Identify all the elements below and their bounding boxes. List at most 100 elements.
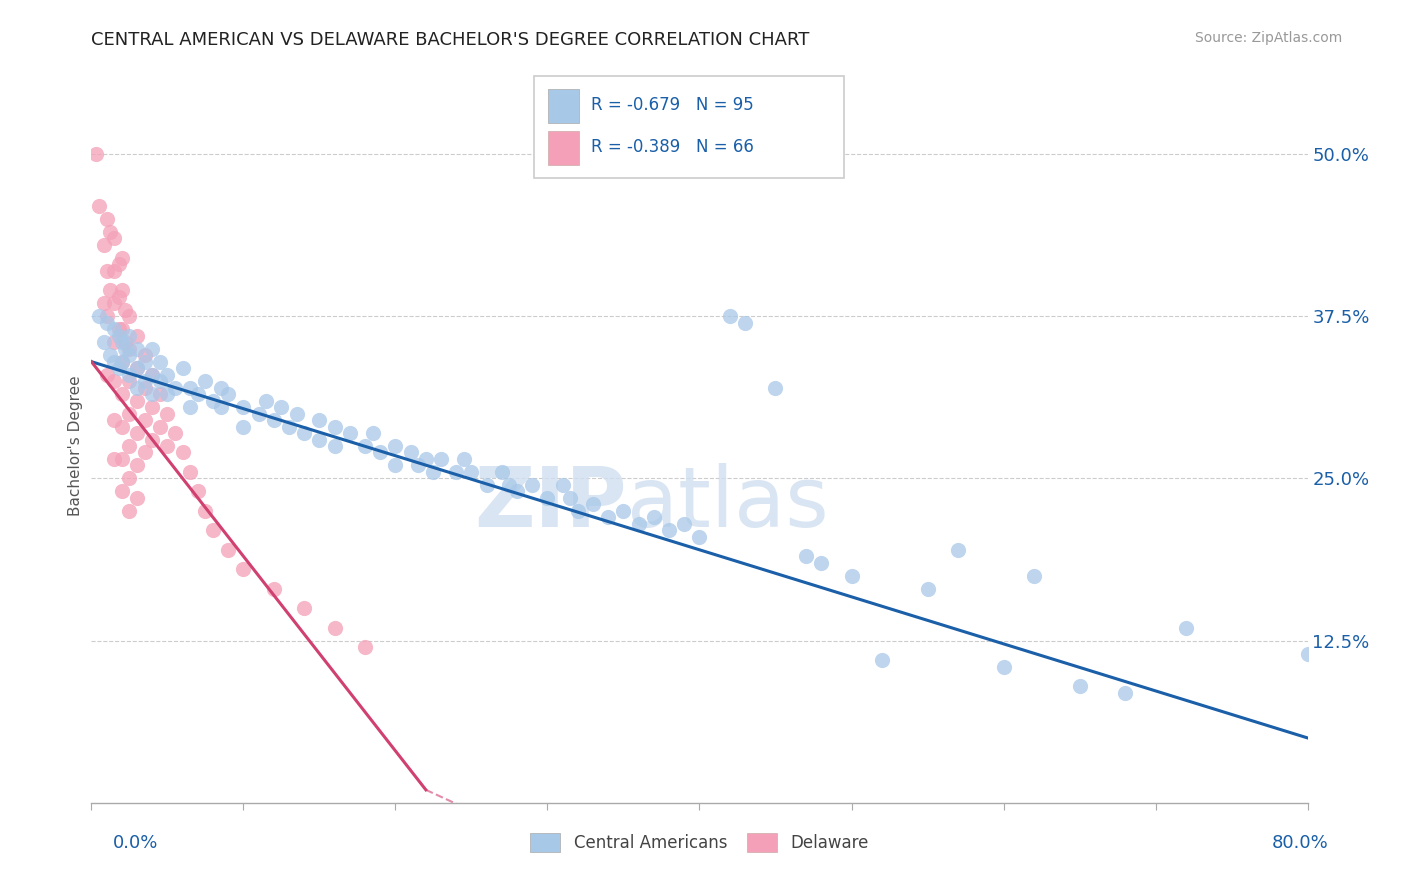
Point bbox=[118, 407, 141, 421]
Point bbox=[141, 368, 163, 382]
Point bbox=[156, 439, 179, 453]
Point bbox=[673, 516, 696, 531]
Point bbox=[111, 354, 134, 368]
Point bbox=[111, 251, 134, 265]
Point bbox=[134, 348, 156, 362]
Point bbox=[384, 439, 406, 453]
Point bbox=[308, 433, 330, 447]
Point bbox=[292, 601, 315, 615]
Point bbox=[107, 361, 129, 376]
Point bbox=[125, 342, 148, 356]
Point bbox=[567, 504, 589, 518]
Point bbox=[96, 211, 118, 226]
Point bbox=[643, 510, 665, 524]
Point bbox=[107, 257, 129, 271]
Point bbox=[93, 335, 115, 350]
Point bbox=[111, 419, 134, 434]
Point bbox=[179, 381, 201, 395]
Point bbox=[612, 504, 634, 518]
Point bbox=[141, 342, 163, 356]
Point bbox=[118, 348, 141, 362]
Point bbox=[111, 484, 134, 499]
Point bbox=[598, 510, 620, 524]
Point bbox=[141, 400, 163, 414]
Point bbox=[202, 524, 225, 538]
Point bbox=[498, 478, 520, 492]
Point bbox=[339, 425, 361, 440]
Point bbox=[217, 542, 239, 557]
Point bbox=[368, 445, 391, 459]
Point bbox=[1114, 685, 1136, 699]
Point bbox=[118, 374, 141, 388]
Point bbox=[406, 458, 429, 473]
Point bbox=[125, 491, 148, 505]
Point bbox=[194, 374, 217, 388]
Point bbox=[118, 504, 141, 518]
Point bbox=[103, 296, 125, 310]
Point bbox=[118, 342, 141, 356]
Point bbox=[125, 425, 148, 440]
Point bbox=[163, 425, 186, 440]
Point bbox=[308, 413, 330, 427]
Point bbox=[172, 445, 194, 459]
Point bbox=[209, 400, 232, 414]
Point bbox=[444, 465, 467, 479]
Y-axis label: Bachelor's Degree: Bachelor's Degree bbox=[67, 376, 83, 516]
Point bbox=[232, 562, 254, 576]
Point bbox=[263, 582, 285, 596]
Point bbox=[278, 419, 301, 434]
Point bbox=[361, 425, 384, 440]
Point bbox=[156, 407, 179, 421]
Point bbox=[658, 524, 681, 538]
Text: ZIP: ZIP bbox=[474, 463, 627, 543]
Point bbox=[560, 491, 582, 505]
Point bbox=[453, 452, 475, 467]
Point bbox=[232, 400, 254, 414]
Text: R = -0.679   N = 95: R = -0.679 N = 95 bbox=[591, 96, 754, 114]
Point bbox=[118, 310, 141, 324]
Point bbox=[125, 361, 148, 376]
Point bbox=[111, 452, 134, 467]
Point bbox=[134, 374, 156, 388]
Text: 80.0%: 80.0% bbox=[1272, 834, 1329, 852]
Text: R = -0.389   N = 66: R = -0.389 N = 66 bbox=[591, 138, 754, 156]
Point bbox=[551, 478, 574, 492]
Point bbox=[103, 231, 125, 245]
Point bbox=[107, 290, 129, 304]
Point bbox=[98, 348, 121, 362]
Point bbox=[93, 238, 115, 252]
Point bbox=[247, 407, 270, 421]
Point bbox=[354, 640, 377, 654]
Point bbox=[98, 283, 121, 297]
Point bbox=[194, 504, 217, 518]
Point bbox=[134, 413, 156, 427]
Point bbox=[125, 381, 148, 395]
Point bbox=[475, 478, 498, 492]
Point bbox=[179, 400, 201, 414]
Point bbox=[96, 264, 118, 278]
Point bbox=[134, 354, 156, 368]
Point bbox=[285, 407, 308, 421]
Point bbox=[149, 354, 172, 368]
Point bbox=[270, 400, 292, 414]
Point bbox=[111, 387, 134, 401]
Point bbox=[1174, 621, 1197, 635]
Point bbox=[354, 439, 377, 453]
Point bbox=[810, 556, 832, 570]
Point bbox=[993, 659, 1015, 673]
Point bbox=[156, 387, 179, 401]
Point bbox=[263, 413, 285, 427]
Point bbox=[149, 387, 172, 401]
Point bbox=[688, 530, 710, 544]
Legend: Central Americans, Delaware: Central Americans, Delaware bbox=[523, 826, 876, 859]
Point bbox=[118, 328, 141, 343]
Point bbox=[202, 393, 225, 408]
Point bbox=[384, 458, 406, 473]
Point bbox=[103, 264, 125, 278]
Point bbox=[93, 296, 115, 310]
Point bbox=[141, 387, 163, 401]
Point bbox=[103, 354, 125, 368]
Point bbox=[460, 465, 482, 479]
Point bbox=[209, 381, 232, 395]
Point bbox=[794, 549, 817, 564]
